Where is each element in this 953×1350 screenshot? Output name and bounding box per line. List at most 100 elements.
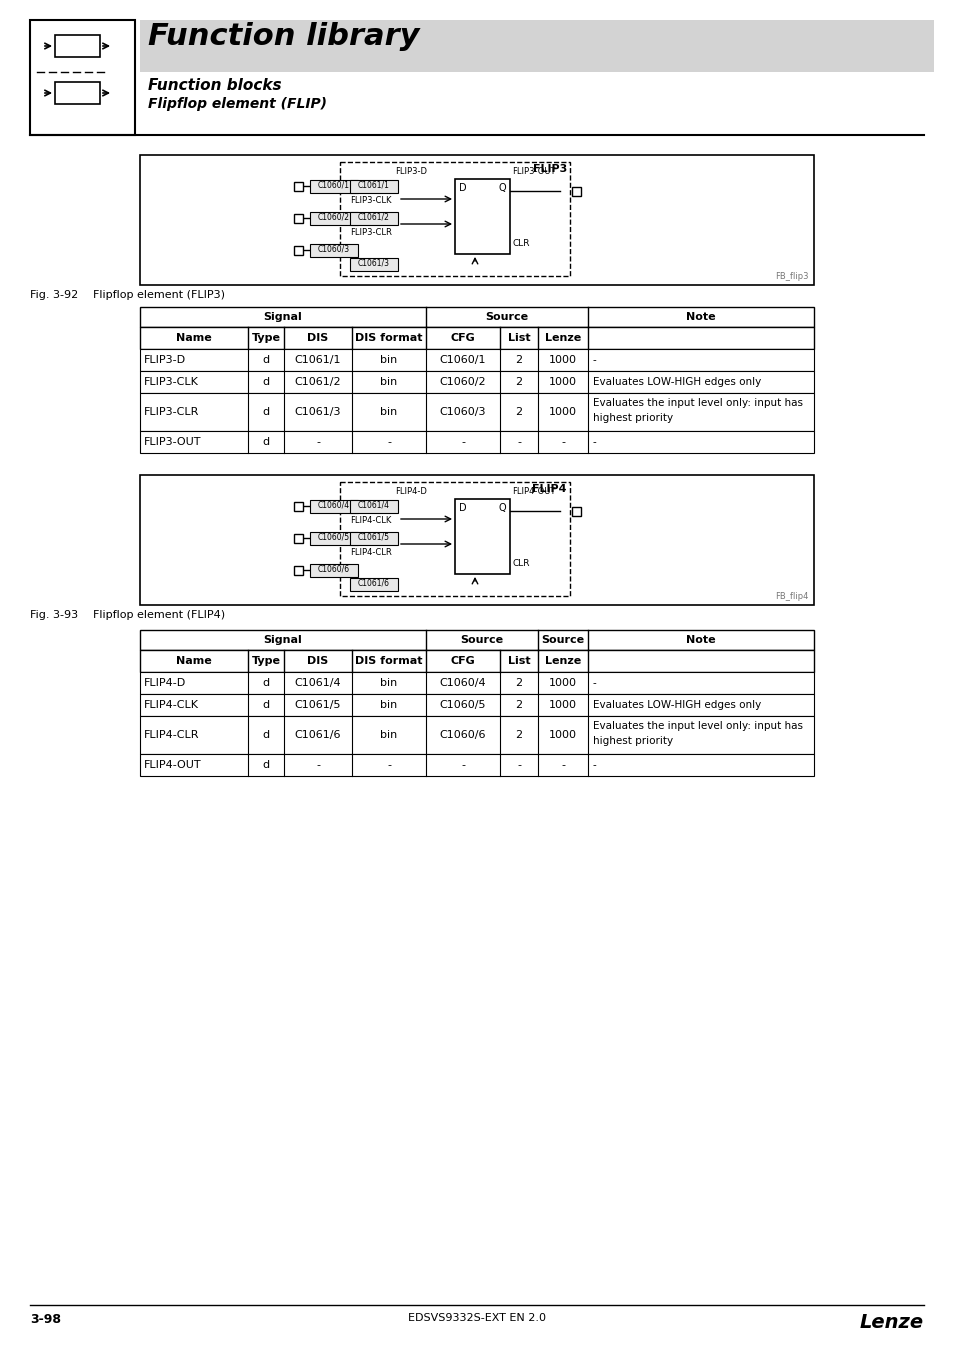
Text: d: d [262, 406, 270, 417]
Text: FLIP3-OUT: FLIP3-OUT [144, 437, 201, 447]
Text: Type: Type [252, 656, 280, 666]
Text: Name: Name [176, 333, 212, 343]
Text: bin: bin [380, 730, 397, 740]
Text: -: - [593, 760, 597, 770]
Bar [350, 532, 397, 545]
Text: FLIP3-CLR: FLIP3-CLR [144, 406, 199, 417]
Bar [310, 500, 357, 513]
Text: 2: 2 [515, 678, 522, 688]
Text: FLIP4-D: FLIP4-D [144, 678, 186, 688]
Text: C1061/5: C1061/5 [294, 701, 341, 710]
Text: -: - [387, 437, 391, 447]
Text: -: - [593, 355, 597, 364]
Text: Fig. 3-93: Fig. 3-93 [30, 610, 78, 620]
Text: Evaluates LOW-HIGH edges only: Evaluates LOW-HIGH edges only [593, 701, 760, 710]
Text: C1060/1: C1060/1 [439, 355, 486, 364]
Text: CLR: CLR [513, 239, 530, 248]
Text: C1060/6: C1060/6 [317, 564, 350, 572]
Text: d: d [262, 377, 270, 387]
Text: -: - [593, 678, 597, 688]
Bar [140, 431, 813, 454]
Text: d: d [262, 701, 270, 710]
Text: CFG: CFG [450, 656, 475, 666]
Text: -: - [387, 760, 391, 770]
Bar [350, 212, 397, 225]
Bar [140, 755, 813, 776]
Text: FLIP3-D: FLIP3-D [395, 167, 427, 176]
Text: -: - [593, 437, 597, 447]
Text: -: - [460, 437, 464, 447]
Text: D: D [458, 184, 466, 193]
Bar [140, 393, 813, 431]
Text: -: - [315, 760, 319, 770]
Text: FLIP4-D: FLIP4-D [395, 487, 426, 495]
Text: 2: 2 [515, 355, 522, 364]
Text: C1061/4: C1061/4 [357, 500, 390, 509]
Text: FB_flip3: FB_flip3 [775, 271, 808, 281]
Text: Flipflop element (FLIP3): Flipflop element (FLIP3) [92, 290, 225, 300]
Text: C1061/5: C1061/5 [357, 532, 390, 541]
Text: FLIP3-CLK: FLIP3-CLK [350, 196, 391, 205]
Bar [310, 564, 357, 576]
Text: bin: bin [380, 678, 397, 688]
Text: 1000: 1000 [548, 406, 577, 417]
Bar [140, 327, 813, 350]
Text: Evaluates LOW-HIGH edges only: Evaluates LOW-HIGH edges only [593, 377, 760, 387]
Bar [55, 35, 100, 57]
Text: Lenze: Lenze [859, 1314, 923, 1332]
Text: -: - [517, 437, 520, 447]
Text: Note: Note [685, 634, 715, 645]
Text: Source: Source [485, 312, 528, 323]
Text: 1000: 1000 [548, 377, 577, 387]
Text: FLIP4-CLK: FLIP4-CLK [350, 516, 391, 525]
Text: DIS: DIS [307, 656, 328, 666]
Text: -: - [560, 760, 564, 770]
Text: DIS format: DIS format [355, 656, 422, 666]
Text: highest priority: highest priority [593, 736, 673, 747]
Text: CFG: CFG [450, 333, 475, 343]
Text: C1061/1: C1061/1 [294, 355, 341, 364]
Text: Flipflop element (FLIP4): Flipflop element (FLIP4) [92, 610, 225, 620]
Bar [350, 578, 397, 591]
Bar [294, 246, 303, 255]
Text: FLIP4-CLR: FLIP4-CLR [350, 548, 392, 558]
Text: d: d [262, 437, 270, 447]
Bar [140, 649, 813, 672]
Text: -: - [315, 437, 319, 447]
Text: C1061/6: C1061/6 [294, 730, 341, 740]
Bar [350, 180, 397, 193]
Bar [294, 502, 303, 512]
Text: Type: Type [252, 333, 280, 343]
Text: FLIP3-D: FLIP3-D [144, 355, 186, 364]
Text: d: d [262, 760, 270, 770]
Text: 1000: 1000 [548, 701, 577, 710]
Text: C1061/3: C1061/3 [294, 406, 341, 417]
Text: FLIP4-OUT: FLIP4-OUT [512, 487, 555, 495]
Text: Evaluates the input level only: input has: Evaluates the input level only: input ha… [593, 398, 802, 408]
Text: C1060/1: C1060/1 [317, 180, 350, 189]
Bar [140, 694, 813, 716]
Bar [294, 215, 303, 223]
Bar [30, 20, 135, 135]
Text: FLIP4-CLK: FLIP4-CLK [144, 701, 199, 710]
Text: 2: 2 [515, 701, 522, 710]
Text: Lenze: Lenze [544, 656, 580, 666]
Text: DIS format: DIS format [355, 333, 422, 343]
Text: D: D [458, 504, 466, 513]
Text: -: - [460, 760, 464, 770]
Bar [350, 258, 397, 271]
Text: Source: Source [460, 634, 503, 645]
Text: C1061/2: C1061/2 [294, 377, 341, 387]
Text: C1060/2: C1060/2 [439, 377, 486, 387]
Text: d: d [262, 355, 270, 364]
Text: Name: Name [176, 656, 212, 666]
Text: C1060/6: C1060/6 [439, 730, 486, 740]
Text: List: List [507, 656, 530, 666]
Text: highest priority: highest priority [593, 413, 673, 423]
Text: C1060/4: C1060/4 [317, 500, 350, 509]
Text: C1060/3: C1060/3 [439, 406, 486, 417]
Text: Function library: Function library [148, 22, 419, 51]
Bar [455, 180, 510, 254]
Text: Evaluates the input level only: input has: Evaluates the input level only: input ha… [593, 721, 802, 730]
Text: -: - [517, 760, 520, 770]
